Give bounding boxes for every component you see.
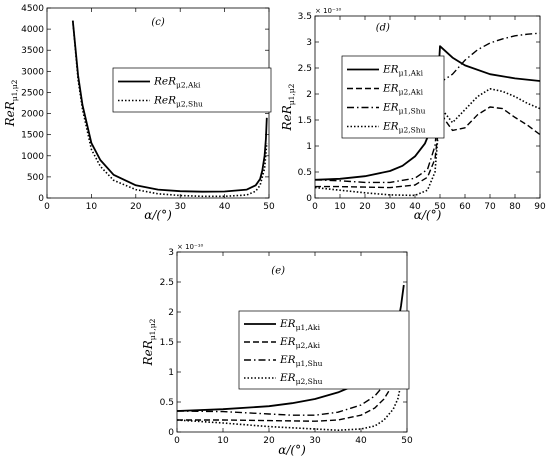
panel-label: (d) <box>376 23 390 34</box>
x-tick-label: 10 <box>334 202 346 212</box>
y-tick-label: 3500 <box>21 46 44 56</box>
y-axis-label: ReRμ1,μ2 <box>141 318 157 366</box>
legend-entry: ERμ2,Aki <box>279 336 321 350</box>
x-tick-label: 10 <box>217 436 229 446</box>
x-tick-label: 70 <box>484 202 496 212</box>
series-line-1 <box>71 20 268 193</box>
legend-box <box>238 310 410 390</box>
y-tick-label: 0 <box>38 194 44 204</box>
x-tick-label: 30 <box>384 202 396 212</box>
y-tick-label: 2.5 <box>298 64 312 74</box>
x-tick-label: 10 <box>86 202 98 212</box>
legend-entry: ERμ1,Shu <box>279 354 323 368</box>
legend-box <box>112 67 272 113</box>
x-axis-label: α/(°) <box>144 208 172 222</box>
x-axis-label: α/(°) <box>414 208 442 222</box>
x-tick-label: 0 <box>174 436 180 446</box>
legend-entry: ReRμ2,Aki <box>153 76 201 90</box>
x-tick-label: 80 <box>509 202 521 212</box>
x-tick-label: 90 <box>534 202 546 212</box>
series-line-4 <box>315 88 540 197</box>
legend-entry: ERμ1,Aki <box>279 318 321 332</box>
y-tick-label: 3.5 <box>298 12 312 22</box>
x-tick-label: 30 <box>309 436 321 446</box>
y-tick-label: 4000 <box>21 25 44 35</box>
y-tick-label: 2.5 <box>160 278 174 288</box>
y-axis-label: ReRμ1,μ2 <box>280 83 296 131</box>
y-tick-label: 3000 <box>21 67 44 77</box>
y-tick-label: 0 <box>306 194 312 204</box>
x-tick-label: 20 <box>130 202 142 212</box>
x-tick-label: 50 <box>263 202 275 212</box>
y-tick-label: 2 <box>168 308 174 318</box>
y-tick-label: 2000 <box>21 110 44 120</box>
x-tick-label: 0 <box>44 202 50 212</box>
x-tick-label: 40 <box>355 436 367 446</box>
legend-entry: ERμ2,Shu <box>382 121 426 135</box>
y-tick-label: 1.5 <box>298 116 312 126</box>
y-tick-label: 4500 <box>21 4 44 14</box>
panel-label: (c) <box>151 17 165 28</box>
x-tick-label: 50 <box>434 202 446 212</box>
y-tick-label: 1.5 <box>160 338 174 348</box>
panel-label: (e) <box>271 266 285 277</box>
x-tick-label: 20 <box>359 202 371 212</box>
plot-frame <box>314 15 541 199</box>
chart-panel-1: 0 10 20 30 40 5005001000150020002500300035004… <box>3 4 275 222</box>
x-tick-label: 50 <box>401 436 413 446</box>
y-tick-label: 1 <box>306 142 312 152</box>
y-tick-label: 3 <box>306 38 312 48</box>
x-tick-label: 60 <box>459 202 471 212</box>
legend-entry: ERμ2,Aki <box>382 83 424 97</box>
y-axis-label: ReRμ1,μ2 <box>3 79 19 127</box>
x-tick-label: 40 <box>219 202 231 212</box>
legend-entry: ERμ2,Shu <box>279 372 323 386</box>
chart-panel-2: 0 10 20 30 40 50 60 70 80 90 0 0.5 1 1.5 2 2.5 3 3.5× 10⁻… <box>280 7 546 222</box>
chart-panel-3: 0 10 20 30 40 50 0 0.5 1 1.5 2 2.5 3× 10⁻¹⁰ (e) α/(°) R… <box>141 243 413 457</box>
y-multiplier: × 10⁻¹⁰ <box>177 243 203 251</box>
y-tick-label: 0.5 <box>298 168 312 178</box>
x-tick-label: 20 <box>263 436 275 446</box>
y-tick-label: 3 <box>168 248 174 258</box>
x-tick-label: 30 <box>174 202 186 212</box>
legend-entry: ERμ1,Shu <box>382 102 426 116</box>
y-tick-label: 0 <box>168 428 174 438</box>
series-line-4 <box>177 365 405 432</box>
y-tick-label: 2 <box>306 90 312 100</box>
y-tick-label: 500 <box>27 173 44 183</box>
y-tick-label: 1500 <box>21 131 44 141</box>
legend-entry: ERμ1,Aki <box>382 64 424 78</box>
x-tick-label: 40 <box>409 202 421 212</box>
x-axis-label: α/(°) <box>278 443 306 457</box>
legend-entry: ReRμ2,Shu <box>153 95 203 109</box>
y-tick-label: 2500 <box>21 88 44 98</box>
series-line-2 <box>72 20 268 198</box>
y-multiplier: × 10⁻¹⁰ <box>315 7 341 15</box>
x-tick-label: 0 <box>312 202 318 212</box>
y-tick-label: 0.5 <box>160 398 174 408</box>
y-tick-label: 1000 <box>21 152 44 162</box>
y-tick-label: 1 <box>168 368 174 378</box>
